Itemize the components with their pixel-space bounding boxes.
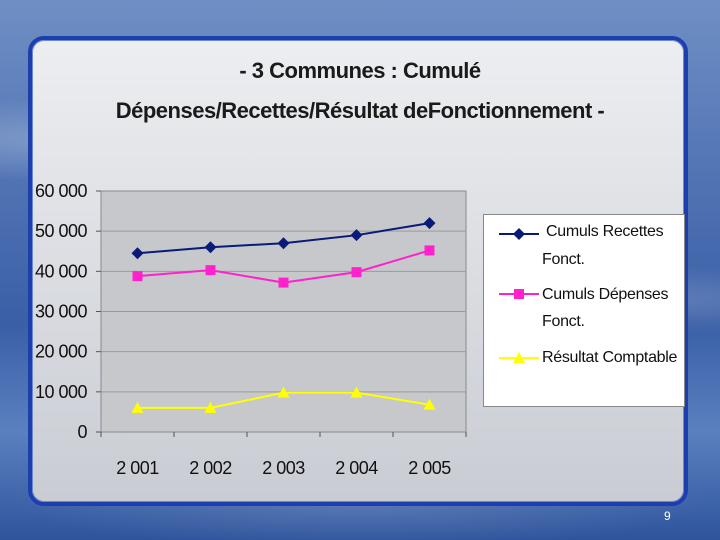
legend-triangle-icon [513,352,525,363]
data-point-square [205,265,216,276]
data-point-triangle [204,401,217,413]
data-point-diamond [423,217,436,230]
y-tick-label: 50 000 [35,221,88,241]
chart-legend: Cumuls Recettes Fonct. Cumuls Dépenses F… [483,214,685,407]
chart-title-line-2: Dépenses/Recettes/Résultat deFonctionnem… [115,98,605,123]
legend-markers [499,228,539,363]
x-tick-label: 2 004 [335,458,378,478]
y-tick-label: 10 000 [35,382,88,402]
data-point-diamond [277,237,290,250]
y-tick-label: 20 000 [35,342,88,362]
chart-title-line-1: - 3 Communes : Cumulé [239,58,481,83]
data-point-triangle [350,386,363,398]
legend-label-depenses-2: Fonct. [542,313,585,330]
data-point-diamond [131,247,144,260]
y-tick-label: 60 000 [35,181,88,201]
y-tick-label: 0 [77,422,87,442]
legend-label-recettes-2: Fonct. [542,251,585,268]
x-tick-label: 2 005 [408,458,451,478]
data-point-diamond [350,229,363,242]
x-tick-label: 2 003 [262,458,305,478]
legend-diamond-icon [513,228,525,240]
legend-label-depenses-1: Cumuls Dépenses [542,286,669,303]
legend-square-icon [514,289,524,299]
page-number: 9 [664,509,671,523]
y-tick-label: 30 000 [35,302,88,322]
data-point-square [424,245,435,256]
x-tick-label: 2 002 [189,458,232,478]
data-point-triangle [423,398,436,410]
data-point-diamond [204,241,217,254]
data-point-triangle [131,401,144,413]
data-point-triangle [277,386,290,398]
y-tick-label: 40 000 [35,261,88,281]
data-point-square [132,271,143,282]
legend-label-recettes-1: Cumuls Recettes [546,223,664,240]
x-tick-label: 2 001 [116,458,159,478]
data-point-square [278,277,289,288]
legend-label-resultat: Résultat Comptable [542,349,678,366]
data-point-square [351,267,362,278]
